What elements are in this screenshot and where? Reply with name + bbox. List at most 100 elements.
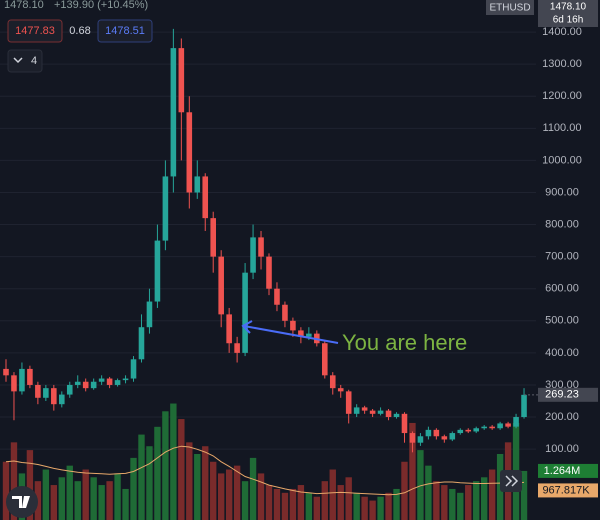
- candle-body: [250, 237, 256, 273]
- volume-bar: [82, 469, 89, 520]
- volume-bar: [417, 450, 424, 520]
- candle-body: [66, 384, 73, 395]
- annotation: You are here: [342, 330, 467, 355]
- volume-bar: [329, 469, 336, 520]
- candle-body: [266, 256, 272, 289]
- y-tick-label: 1000.00: [542, 154, 582, 166]
- volume-bar: [488, 469, 496, 520]
- y-tick-label: 800.00: [545, 218, 579, 230]
- y-tick-label: 1300.00: [542, 58, 582, 70]
- y-tick-label: 1200.00: [542, 90, 582, 102]
- spread: 0.68: [69, 25, 90, 37]
- candle-body: [90, 381, 97, 389]
- candle-body: [43, 388, 49, 398]
- chevron-icon: [13, 57, 23, 64]
- ask-price: 1478.51: [105, 25, 145, 37]
- y-tick-label: 400.00: [545, 347, 579, 359]
- ask-box[interactable]: [97, 19, 153, 43]
- y-tick-label: 900.00: [545, 186, 579, 198]
- volume-bar: [473, 481, 480, 520]
- indicators-toggle[interactable]: [7, 49, 43, 73]
- volume-last-label: 1.264M: [544, 465, 581, 477]
- volume-pane: [2, 403, 528, 520]
- candle-body: [210, 218, 217, 257]
- volume-bar: [186, 442, 193, 520]
- candle-body: [489, 426, 495, 429]
- candle-body: [202, 176, 209, 219]
- candle-body: [377, 410, 384, 414]
- volume-bar: [106, 481, 113, 520]
- candle-body: [194, 176, 201, 193]
- candle-body: [106, 378, 113, 385]
- candle-body: [505, 423, 511, 427]
- candle-body: [290, 320, 296, 331]
- candle-body: [361, 407, 368, 411]
- candle-body: [337, 388, 344, 392]
- volume-last-box: [538, 463, 598, 478]
- candle-body: [409, 433, 416, 443]
- candle-body: [369, 410, 376, 414]
- indicators-count: 4: [31, 55, 37, 67]
- volume-bar: [257, 473, 265, 520]
- volume-bar: [74, 481, 81, 520]
- volume-bar: [393, 488, 400, 520]
- candle-body: [425, 429, 432, 437]
- candle-body: [11, 375, 17, 392]
- candle-body: [146, 301, 153, 328]
- candle-body: [258, 237, 264, 257]
- volume-bar: [146, 446, 153, 520]
- candle-body: [513, 417, 519, 427]
- current-price: 1478.10: [550, 2, 587, 13]
- volume-bar: [385, 492, 392, 520]
- candle-body: [345, 391, 352, 414]
- candle-body: [321, 343, 328, 376]
- candle-body: [497, 423, 503, 429]
- candle-body: [521, 394, 527, 418]
- candle-body: [329, 375, 336, 389]
- volume-bar: [194, 454, 201, 520]
- volume-bar: [273, 488, 281, 520]
- scroll-button[interactable]: [500, 470, 522, 492]
- volume-bar: [249, 457, 257, 520]
- volume-bar: [297, 485, 305, 520]
- volume-bar: [154, 426, 161, 520]
- candle-body: [19, 368, 25, 392]
- last-price-box: [538, 387, 598, 402]
- y-tick-label: 100.00: [545, 443, 579, 455]
- volume-bar: [449, 488, 456, 520]
- volume-bar: [401, 461, 408, 520]
- volume-bar: [441, 485, 448, 520]
- volume-bar: [202, 446, 209, 520]
- countdown: 6d 16h: [553, 15, 584, 26]
- candle-body: [393, 413, 400, 418]
- volume-ma-last-label: 967.817K: [542, 484, 590, 496]
- candle-body: [138, 327, 145, 360]
- volume-ma-line: [5, 445, 525, 496]
- volume-bar: [10, 442, 18, 520]
- bid-box[interactable]: [7, 19, 63, 43]
- price-axis: 100.00200.00300.00400.00500.00600.00700.…: [524, 26, 598, 498]
- candle-body: [298, 330, 304, 337]
- candle-body: [58, 394, 65, 405]
- volume-bar: [210, 461, 217, 520]
- volume-bar: [58, 477, 65, 520]
- candle-body: [82, 381, 89, 389]
- volume-bar: [2, 461, 10, 520]
- volume-bar: [162, 411, 169, 520]
- candle-body: [449, 433, 456, 440]
- volume-bar: [433, 481, 440, 520]
- y-tick-label: 600.00: [545, 283, 579, 295]
- annotation-arrow: [243, 325, 339, 344]
- volume-bar: [130, 457, 137, 520]
- volume-bar: [26, 450, 34, 520]
- volume-bar: [50, 485, 58, 520]
- volume-bar: [425, 465, 432, 520]
- volume-bar: [520, 470, 528, 520]
- volume-bar: [305, 492, 313, 520]
- annotation-arrowhead: [241, 320, 253, 334]
- current-price-box: [538, 0, 598, 27]
- candle-body: [178, 48, 185, 113]
- bid-price: 1477.83: [15, 25, 55, 37]
- tv-logo: [6, 486, 38, 518]
